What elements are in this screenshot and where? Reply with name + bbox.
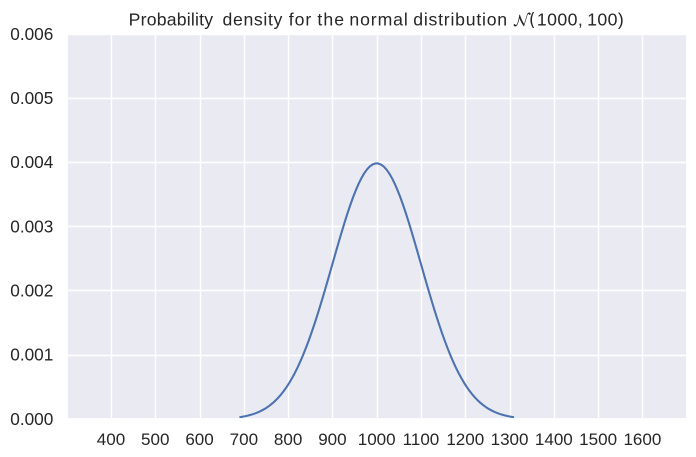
- svg-text:normal: normal: [349, 10, 408, 30]
- svg-text:1400: 1400: [535, 430, 573, 449]
- svg-text:700: 700: [230, 430, 258, 449]
- svg-text:0.005: 0.005: [10, 88, 53, 108]
- svg-text:900: 900: [318, 430, 346, 449]
- svg-text:0.000: 0.000: [10, 409, 53, 429]
- svg-text:1100: 1100: [403, 430, 440, 449]
- svg-text:the: the: [317, 10, 345, 30]
- svg-text:1000: 1000: [358, 430, 396, 449]
- svg-text:1300: 1300: [491, 430, 529, 449]
- svg-text:distribution: distribution: [413, 10, 508, 30]
- svg-text:1000, 100): 1000, 100): [537, 10, 624, 30]
- svg-text:0.002: 0.002: [10, 281, 53, 301]
- svg-text:1200: 1200: [446, 430, 484, 449]
- svg-text:800: 800: [274, 430, 302, 449]
- svg-text:0.001: 0.001: [10, 345, 53, 365]
- svg-text:0.003: 0.003: [10, 216, 53, 236]
- svg-text:Probability: Probability: [129, 10, 214, 30]
- svg-text:600: 600: [185, 430, 213, 449]
- svg-text:0.006: 0.006: [10, 24, 53, 44]
- svg-text:400: 400: [97, 430, 125, 449]
- svg-text:500: 500: [141, 430, 169, 449]
- svg-text:0.004: 0.004: [10, 152, 53, 172]
- svg-text:density: density: [223, 10, 283, 30]
- svg-text:for: for: [289, 10, 313, 30]
- svg-text:1600: 1600: [623, 430, 661, 449]
- svg-text:1500: 1500: [579, 430, 617, 449]
